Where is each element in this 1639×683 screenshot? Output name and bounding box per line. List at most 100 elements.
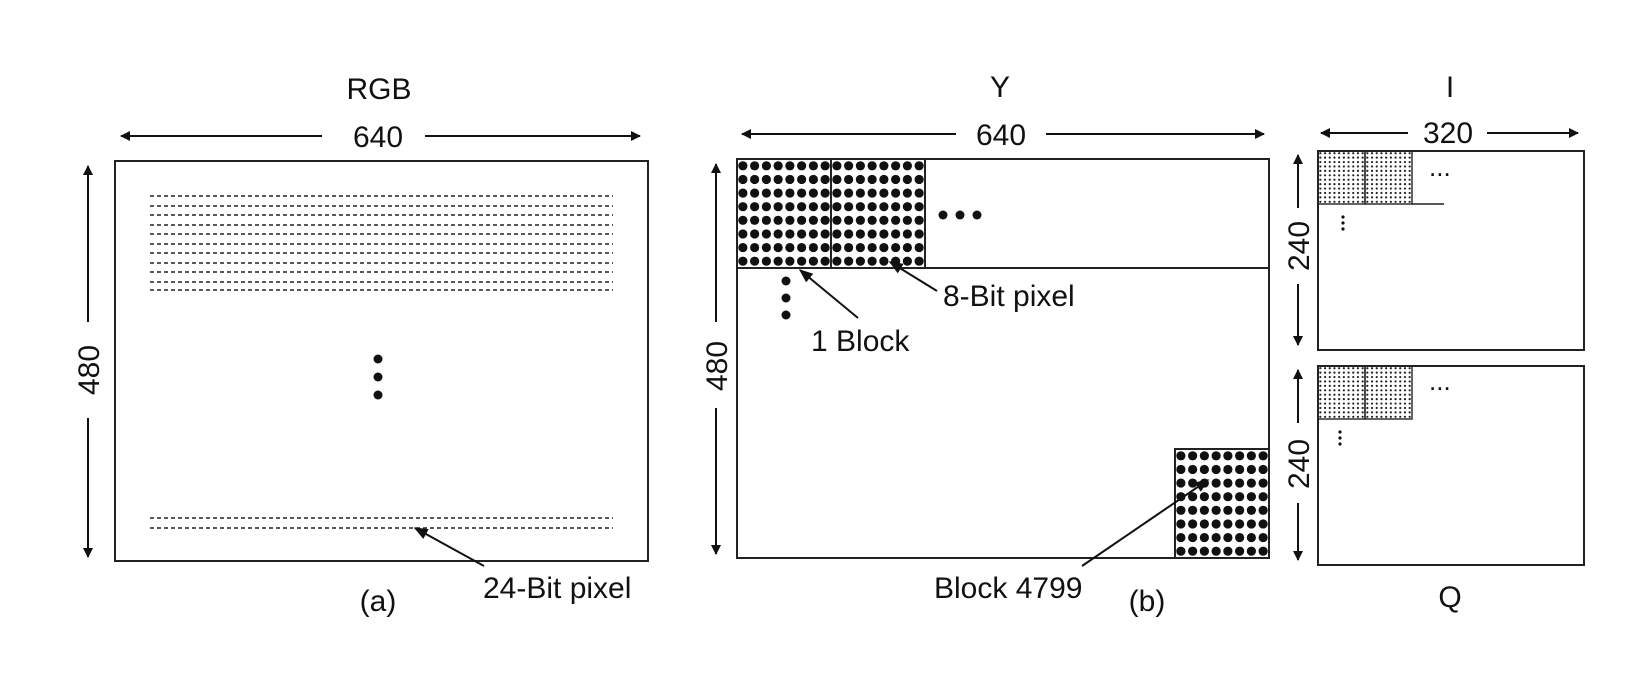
y-pixel-dot xyxy=(1199,492,1209,502)
y-pixel-dot xyxy=(914,174,924,185)
y-pixel-dot xyxy=(761,202,771,212)
i-pixel-dot xyxy=(1338,169,1341,172)
q-pixel-dot xyxy=(1352,402,1355,405)
q-pixel-dot xyxy=(1370,411,1374,414)
i-pixel-dot xyxy=(1323,174,1327,177)
q-pixel-dot xyxy=(1323,375,1327,379)
y-pixel-dot xyxy=(844,161,854,171)
q-pixel-dot xyxy=(1375,367,1378,370)
q-pixel-dot xyxy=(1399,380,1402,383)
y-pixel-dot xyxy=(914,215,924,225)
q-pixel-dot xyxy=(1352,415,1355,418)
y-pixel-dot xyxy=(855,215,865,225)
i-pixel-dot xyxy=(1394,196,1397,199)
i-pixel-dot xyxy=(1323,169,1327,172)
i-pixel-dot xyxy=(1394,152,1397,155)
q-pixel-dot xyxy=(1370,389,1374,392)
i-pixel-dot xyxy=(1366,174,1369,177)
i-pixel-dot xyxy=(1385,165,1388,168)
y-ellipsis-dot xyxy=(781,276,791,286)
y-pixel-dot xyxy=(1176,532,1186,543)
y-pixel-dot xyxy=(914,188,924,198)
i-pixel-dot xyxy=(1375,178,1378,181)
i-pixel-dot xyxy=(1366,160,1369,164)
panel-a-height-label: 480 xyxy=(73,345,106,395)
i-pixel-dot xyxy=(1389,174,1392,177)
i-pixel-dot xyxy=(1370,187,1374,190)
y-pixel-dot xyxy=(750,174,760,185)
y-pixel-dot xyxy=(1246,451,1256,461)
q-pixel-dot xyxy=(1347,371,1350,374)
y-pixel-dot xyxy=(797,202,807,212)
i-pixel-dot xyxy=(1352,174,1355,177)
i-pixel-dot xyxy=(1342,187,1345,190)
y-pixel-dot xyxy=(1258,546,1268,556)
i-pixel-dot xyxy=(1356,165,1360,168)
y-pixel-dot xyxy=(1199,546,1209,556)
q-pixel-dot xyxy=(1338,384,1341,387)
y-pixel-dot xyxy=(785,229,795,239)
i-pixel-dot xyxy=(1323,156,1327,159)
y-pixel-dot xyxy=(1188,505,1198,515)
y-pixel-dot xyxy=(1258,532,1268,543)
q-vertical-ellipsis-dot xyxy=(1338,430,1342,434)
q-pixel-dot xyxy=(1352,411,1355,414)
i-pixel-dot xyxy=(1403,156,1407,159)
y-pixel-dot xyxy=(1258,464,1268,475)
i-pixel-dot xyxy=(1380,187,1383,190)
q-pixel-dot xyxy=(1389,371,1392,374)
i-pixel-dot xyxy=(1389,196,1392,199)
i-pixel-dot xyxy=(1394,169,1397,172)
q-pixel-dot xyxy=(1356,380,1360,383)
q-pixel-dot xyxy=(1366,411,1369,414)
y-pixel-dot xyxy=(1211,519,1221,529)
y-pixel-dot xyxy=(1188,546,1198,556)
q-pixel-dot xyxy=(1380,389,1383,392)
y-pixel-dot xyxy=(1188,492,1198,502)
i-pixel-dot xyxy=(1328,191,1331,195)
i-pixel-dot xyxy=(1370,178,1374,181)
y-pixel-dot xyxy=(1235,519,1245,529)
q-pixel-dot xyxy=(1347,384,1350,387)
i-pixel-dot xyxy=(1385,183,1388,186)
y-pixel-dot xyxy=(902,161,912,171)
i-pixel-dot xyxy=(1338,178,1341,181)
y-pixel-dot xyxy=(844,215,854,225)
y-pixel-dot xyxy=(832,215,842,225)
i-pixel-dot xyxy=(1356,196,1360,199)
q-pixel-dot xyxy=(1375,402,1378,405)
panel-b-pixel-pointer xyxy=(888,261,938,292)
y-pixel-dot xyxy=(867,256,877,266)
q-pixel-dot xyxy=(1347,411,1350,414)
i-pixel-dot xyxy=(1389,169,1392,172)
i-pixel-dot xyxy=(1375,169,1378,172)
i-pixel-dot xyxy=(1394,174,1397,177)
q-pixel-dot xyxy=(1333,406,1336,410)
q-pixel-dot xyxy=(1323,367,1327,370)
q-pixel-dot xyxy=(1375,393,1378,396)
y-pixel-dot xyxy=(902,242,912,253)
q-pixel-dot xyxy=(1347,380,1350,383)
i-pixel-dot xyxy=(1356,191,1360,195)
q-pixel-dot xyxy=(1323,406,1327,410)
i-pixel-dot xyxy=(1399,169,1402,172)
i-pixel-dot xyxy=(1394,165,1397,168)
y-pixel-dot xyxy=(914,242,924,253)
y-pixel-dot xyxy=(1188,451,1198,461)
q-pixel-dot xyxy=(1347,367,1350,370)
i-pixel-dot xyxy=(1394,156,1397,159)
y-pixel-dot xyxy=(832,174,842,185)
i-pixel-dot xyxy=(1403,178,1407,181)
i-pixel-dot xyxy=(1389,200,1392,203)
q-pixel-dot xyxy=(1323,398,1327,401)
panel-i-width-label: 320 xyxy=(1423,117,1473,150)
i-pixel-dot xyxy=(1385,200,1388,203)
i-pixel-dot xyxy=(1375,200,1378,203)
i-pixel-dot xyxy=(1399,200,1402,203)
y-pixel-dot xyxy=(750,242,760,253)
i-pixel-dot xyxy=(1403,196,1407,199)
q-pixel-dot xyxy=(1403,398,1407,401)
i-pixel-dot xyxy=(1361,191,1364,195)
i-pixel-dot xyxy=(1352,196,1355,199)
q-pixel-dot xyxy=(1408,411,1411,414)
